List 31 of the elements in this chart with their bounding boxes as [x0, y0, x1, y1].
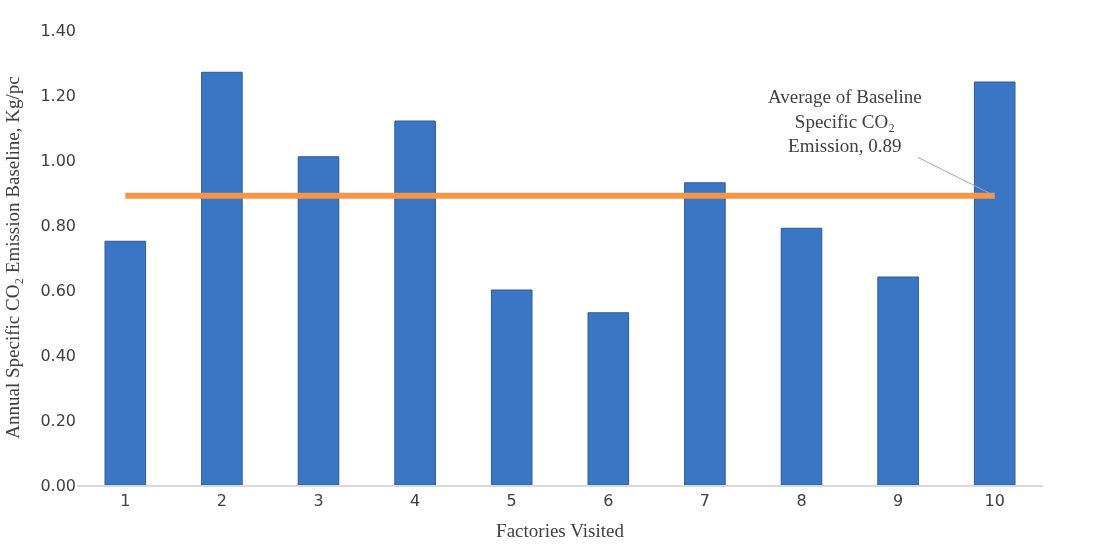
x-tick-label: 10 — [984, 490, 1005, 510]
y-tick-label: 0.00 — [40, 475, 76, 495]
bar — [684, 182, 726, 485]
y-tick-label: 1.20 — [40, 85, 76, 105]
bar — [973, 81, 1016, 485]
x-tick-label: 1 — [120, 490, 131, 510]
y-tick-label: 0.40 — [40, 345, 76, 365]
y-tick-label: 1.40 — [40, 20, 76, 40]
y-tick-label: 0.20 — [40, 410, 76, 430]
x-tick-label: 3 — [313, 490, 324, 510]
bar — [490, 289, 533, 485]
bar — [297, 156, 340, 485]
x-tick-label: 6 — [603, 490, 614, 510]
bar — [877, 276, 919, 485]
y-tick-label: 1.00 — [40, 150, 76, 170]
bar — [104, 240, 147, 485]
y-axis-title: Annual Specific CO₂ Emission Baseline, Kg/pc — [2, 76, 24, 439]
bar — [587, 312, 630, 485]
y-tick-label: 0.80 — [40, 215, 76, 235]
ref-line-label: Average of Baseline Specific CO₂ Emission, 0.89 — [768, 86, 922, 157]
x-tick-label: 7 — [699, 490, 710, 510]
x-tick-label: 8 — [796, 490, 807, 510]
x-tick-label: 4 — [410, 490, 421, 510]
x-axis-title: Factories Visited — [496, 520, 625, 542]
bar — [780, 227, 823, 485]
x-tick-label: 2 — [216, 490, 227, 510]
bar — [394, 120, 436, 485]
bar — [201, 71, 243, 485]
y-tick-label: 0.60 — [40, 280, 76, 300]
x-tick-label: 5 — [506, 490, 517, 510]
x-tick-label: 9 — [893, 490, 904, 510]
